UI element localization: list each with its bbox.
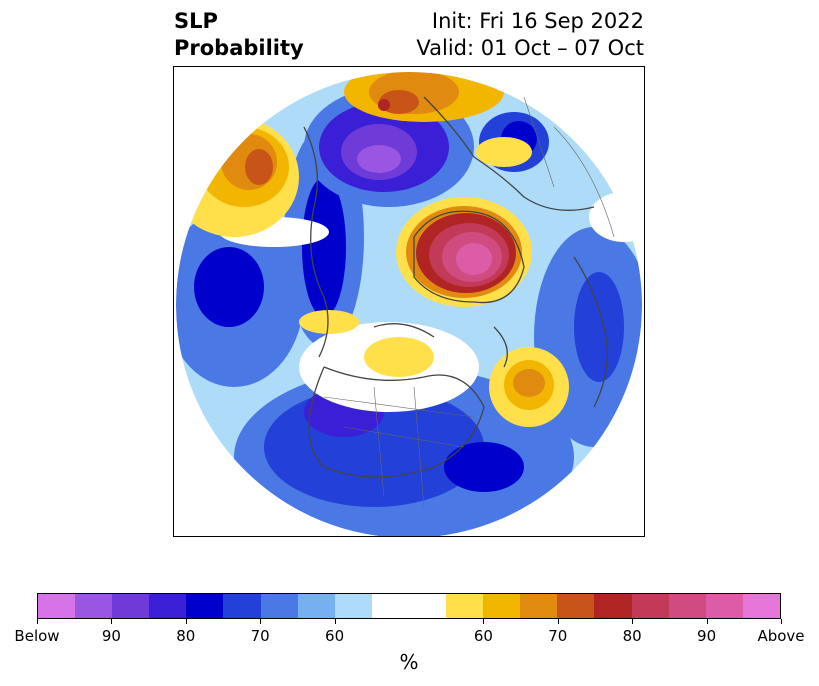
colorbar-segment (446, 594, 484, 618)
colorbar-tick-mark (483, 619, 485, 624)
colorbar-tick-mark (185, 619, 187, 624)
colorbar-tick-label: 80 (176, 627, 196, 645)
colorbar-tick-mark (781, 619, 782, 624)
colorbar-segment (705, 594, 743, 618)
colorbar-tick-mark (334, 619, 336, 624)
colorbar-tick-label: 90 (697, 627, 717, 645)
colorbar-segment (75, 594, 113, 618)
colorbar-tick-label: Above (757, 627, 805, 645)
colorbar-segment (520, 594, 558, 618)
colorbar-tick-label: Below (14, 627, 60, 645)
colorbar-tick-mark (37, 619, 38, 624)
colorbar-segment (297, 594, 335, 618)
title-left: SLP Probability (174, 8, 304, 62)
colorbar-tick-mark (111, 619, 113, 624)
title-right: Init: Fri 16 Sep 2022 Valid: 01 Oct – 07… (416, 8, 644, 62)
colorbar-tick-label: 80 (622, 627, 642, 645)
colorbar-tick-label: 70 (250, 627, 270, 645)
colorbar-segment (557, 594, 595, 618)
colorbar-segment (149, 594, 187, 618)
init-date: Init: Fri 16 Sep 2022 (431, 9, 644, 33)
colorbar-segment (408, 594, 447, 618)
colorbar (37, 593, 781, 619)
colorbar-segment (371, 594, 409, 618)
colorbar-segment (483, 594, 521, 618)
valid-range: Valid: 01 Oct – 07 Oct (416, 36, 644, 60)
colorbar-tick-label: 60 (473, 627, 493, 645)
colorbar-segment (223, 594, 261, 618)
colorbar-tick-mark (706, 619, 708, 624)
polar-map (173, 66, 645, 537)
colorbar-segment (38, 594, 76, 618)
variable-subtitle: Probability (174, 36, 304, 60)
colorbar-tick-label: 90 (101, 627, 121, 645)
colorbar-segment (742, 594, 780, 618)
probability-field (176, 72, 642, 536)
colorbar-unit-label: % (399, 650, 419, 674)
colorbar-tick-label: 70 (548, 627, 568, 645)
colorbar-tick-label: 60 (325, 627, 345, 645)
colorbar-segment (334, 594, 372, 618)
colorbar-segment (668, 594, 706, 618)
colorbar-tick-mark (260, 619, 262, 624)
borders (323, 96, 615, 508)
coastlines (303, 96, 608, 478)
colorbar-segment (594, 594, 632, 618)
variable-name: SLP (174, 9, 218, 33)
colorbar-segment (260, 594, 298, 618)
colorbar-segment (112, 594, 150, 618)
colorbar-segment (631, 594, 669, 618)
colorbar-tick-mark (557, 619, 559, 624)
colorbar-tick-mark (632, 619, 634, 624)
colorbar-segment (186, 594, 224, 618)
